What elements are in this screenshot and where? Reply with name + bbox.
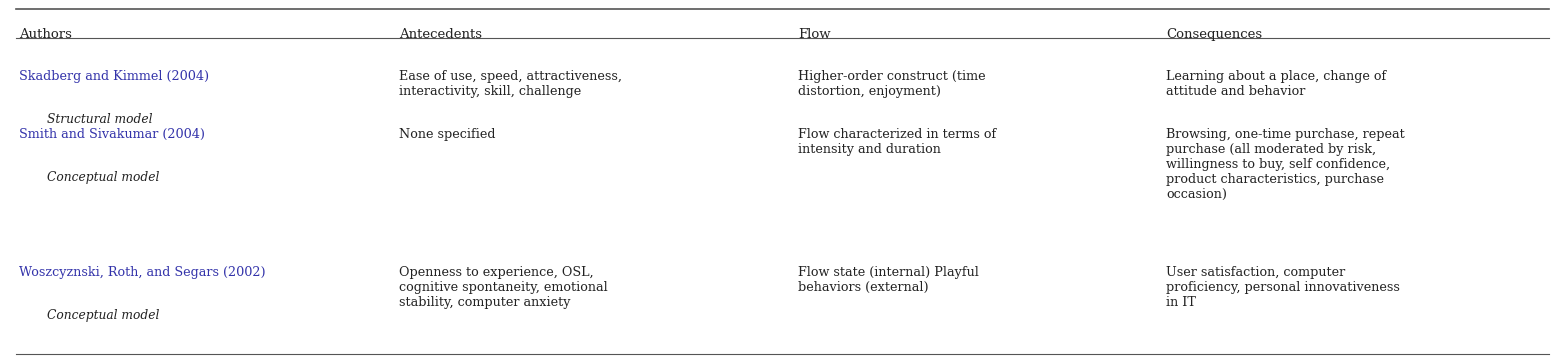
Text: Conceptual model: Conceptual model: [47, 171, 160, 184]
Text: Consequences: Consequences: [1166, 28, 1261, 41]
Text: Conceptual model: Conceptual model: [47, 309, 160, 323]
Text: Skadberg and Kimmel (2004): Skadberg and Kimmel (2004): [19, 70, 208, 83]
Text: Smith and Sivakumar (2004): Smith and Sivakumar (2004): [19, 128, 205, 141]
Text: Authors: Authors: [19, 28, 72, 41]
Text: Openness to experience, OSL,
cognitive spontaneity, emotional
stability, compute: Openness to experience, OSL, cognitive s…: [399, 266, 607, 309]
Text: Flow state (internal) Playful
behaviors (external): Flow state (internal) Playful behaviors …: [798, 266, 980, 294]
Text: Learning about a place, change of
attitude and behavior: Learning about a place, change of attitu…: [1166, 70, 1387, 98]
Text: None specified: None specified: [399, 128, 496, 141]
Text: Antecedents: Antecedents: [399, 28, 482, 41]
Text: Woszcyznski, Roth, and Segars (2002): Woszcyznski, Roth, and Segars (2002): [19, 266, 266, 280]
Text: Flow: Flow: [798, 28, 831, 41]
Text: Flow characterized in terms of
intensity and duration: Flow characterized in terms of intensity…: [798, 128, 997, 156]
Text: Higher-order construct (time
distortion, enjoyment): Higher-order construct (time distortion,…: [798, 70, 986, 98]
Text: Structural model: Structural model: [47, 113, 152, 126]
Text: Browsing, one-time purchase, repeat
purchase (all moderated by risk,
willingness: Browsing, one-time purchase, repeat purc…: [1166, 128, 1405, 201]
Text: User satisfaction, computer
proficiency, personal innovativeness
in IT: User satisfaction, computer proficiency,…: [1166, 266, 1399, 309]
Text: Ease of use, speed, attractiveness,
interactivity, skill, challenge: Ease of use, speed, attractiveness, inte…: [399, 70, 621, 98]
